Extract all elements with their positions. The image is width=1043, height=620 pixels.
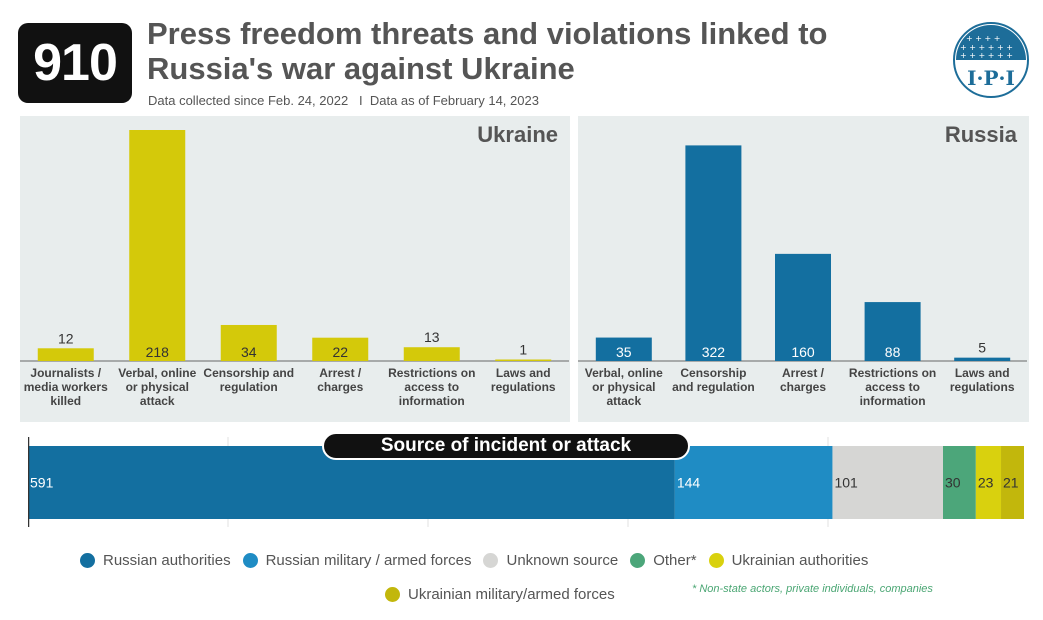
bar-value-label: 1 [519,342,527,358]
bar [775,253,831,361]
svg-text:+ + + + + +: + + + + + + [960,51,1013,60]
legend-label: Ukrainian military/armed forces [408,585,615,603]
total-count-badge: 910 [18,23,132,103]
category-tick-label: Censorship and [203,366,294,380]
bar-value-label: 5 [978,340,986,356]
ukraine-panel-title: Ukraine [477,122,558,147]
bar-value-label: 88 [885,344,901,360]
bar-value-label: 35 [616,344,632,360]
category-tick-label: media workers [24,380,108,394]
legend-label: Russian authorities [103,551,231,569]
legend-label: Unknown source [506,551,619,569]
bar-value-label: 34 [241,344,257,360]
legend-row: Russian authorities Russian military / ar… [80,548,980,572]
category-tick-label: charges [780,380,826,394]
bar [595,337,652,361]
category-tick-label: information [399,394,465,408]
bar [954,357,1011,361]
category-tick-label: access to [865,380,920,394]
category-tick-label: Arrest / [319,366,362,380]
segment-value-label: 23 [978,475,994,491]
category-tick-label: or physical [126,380,189,394]
title-line-2: Russia's war against Ukraine [147,51,575,86]
stacked-segment [832,446,944,519]
page-subtitle: Data collected since Feb. 24, 2022 I Dat… [148,93,539,108]
legend: Russian authorities Russian military / ar… [80,548,980,603]
bar-value-label: 322 [702,344,726,360]
source-chart-title: Source of incident or attack [322,432,690,460]
category-tick-label: regulations [491,380,556,394]
stacked-segment [975,446,1002,519]
category-tick-label: information [860,394,926,408]
ipi-logo: + + + + + + + + + + + + + + + + I·P·I [953,22,1029,98]
category-tick-label: Laws and [955,366,1010,380]
legend-swatch [385,586,400,602]
bar-value-label: 160 [791,344,815,360]
segment-value-label: 101 [834,475,858,491]
legend-swatch [630,552,646,568]
bar-value-label: 218 [146,344,170,360]
bar [495,359,552,361]
category-tick-label: Laws and [496,366,551,380]
legend-row: Ukrainian military/armed forces [385,582,627,606]
bar [403,347,460,361]
legend-swatch [242,552,258,568]
bar-value-label: 22 [332,344,348,360]
segment-value-label: 30 [945,475,961,491]
page-title: Press freedom threats and violations lin… [147,16,907,86]
svg-text:+ + + + + +: + + + + + + [960,43,1013,52]
segment-value-label: 144 [677,475,701,491]
category-tick-label: Restrictions on [388,366,475,380]
stacked-segment [1001,446,1024,519]
category-tick-label: or physical [592,380,655,394]
category-tick-label: killed [50,394,81,408]
russia-panel: 35 Verbal, online or physical attack 322 Cens… [578,116,1029,422]
stacked-segment [943,446,976,519]
legend-item: Russian military / armed forces [242,551,472,569]
bar [685,145,742,361]
bar [864,302,921,361]
bar [220,324,277,361]
category-tick-label: Journalists / [30,366,101,380]
legend-swatch [708,552,724,568]
legend-item: Unknown source [483,552,618,569]
legend-item: Russian authorities [80,552,231,569]
category-tick-label: and regulation [672,380,755,394]
svg-text:+ + + +: + + + + [966,34,1000,43]
category-tick-label: charges [317,380,363,394]
stacked-segment [674,446,833,519]
bar [129,130,186,361]
bar-value-label: 13 [424,329,440,345]
russia-panel-title: Russia [944,122,1017,147]
category-tick-label: Arrest / [782,366,825,380]
category-tick-label: Verbal, online [118,366,196,380]
legend-swatch [483,552,499,568]
category-tick-label: access to [404,380,459,394]
legend-item: Other* [630,551,697,569]
legend-label: Other* [653,551,697,569]
legend-label: Russian military / armed forces [265,551,472,569]
footnote: * Non-state actors, private individuals,… [692,583,933,595]
category-tick-label: regulation [220,380,278,394]
category-tick-label: Censorship [680,366,746,380]
legend-item: Ukrainian military/armed forces [385,586,615,603]
category-tick-label: attack [606,394,641,408]
category-tick-label: regulations [950,380,1015,394]
bar [312,337,369,361]
bar-value-label: 12 [58,330,74,346]
segment-value-label: 21 [1003,475,1019,491]
legend-item: Ukrainian authorities [708,551,869,569]
logo-text: I·P·I [967,66,1015,90]
ukraine-panel: 12 Journalists / media workers killed 218 Ver… [20,116,570,422]
title-line-1: Press freedom threats and violations lin… [147,16,828,51]
legend-swatch [80,552,95,568]
legend-label: Ukrainian authorities [731,551,869,569]
bar [37,348,94,361]
category-tick-label: Restrictions on [849,366,936,380]
segment-value-label: 591 [30,475,54,491]
category-tick-label: Verbal, online [585,366,663,380]
category-tick-label: attack [140,394,175,408]
